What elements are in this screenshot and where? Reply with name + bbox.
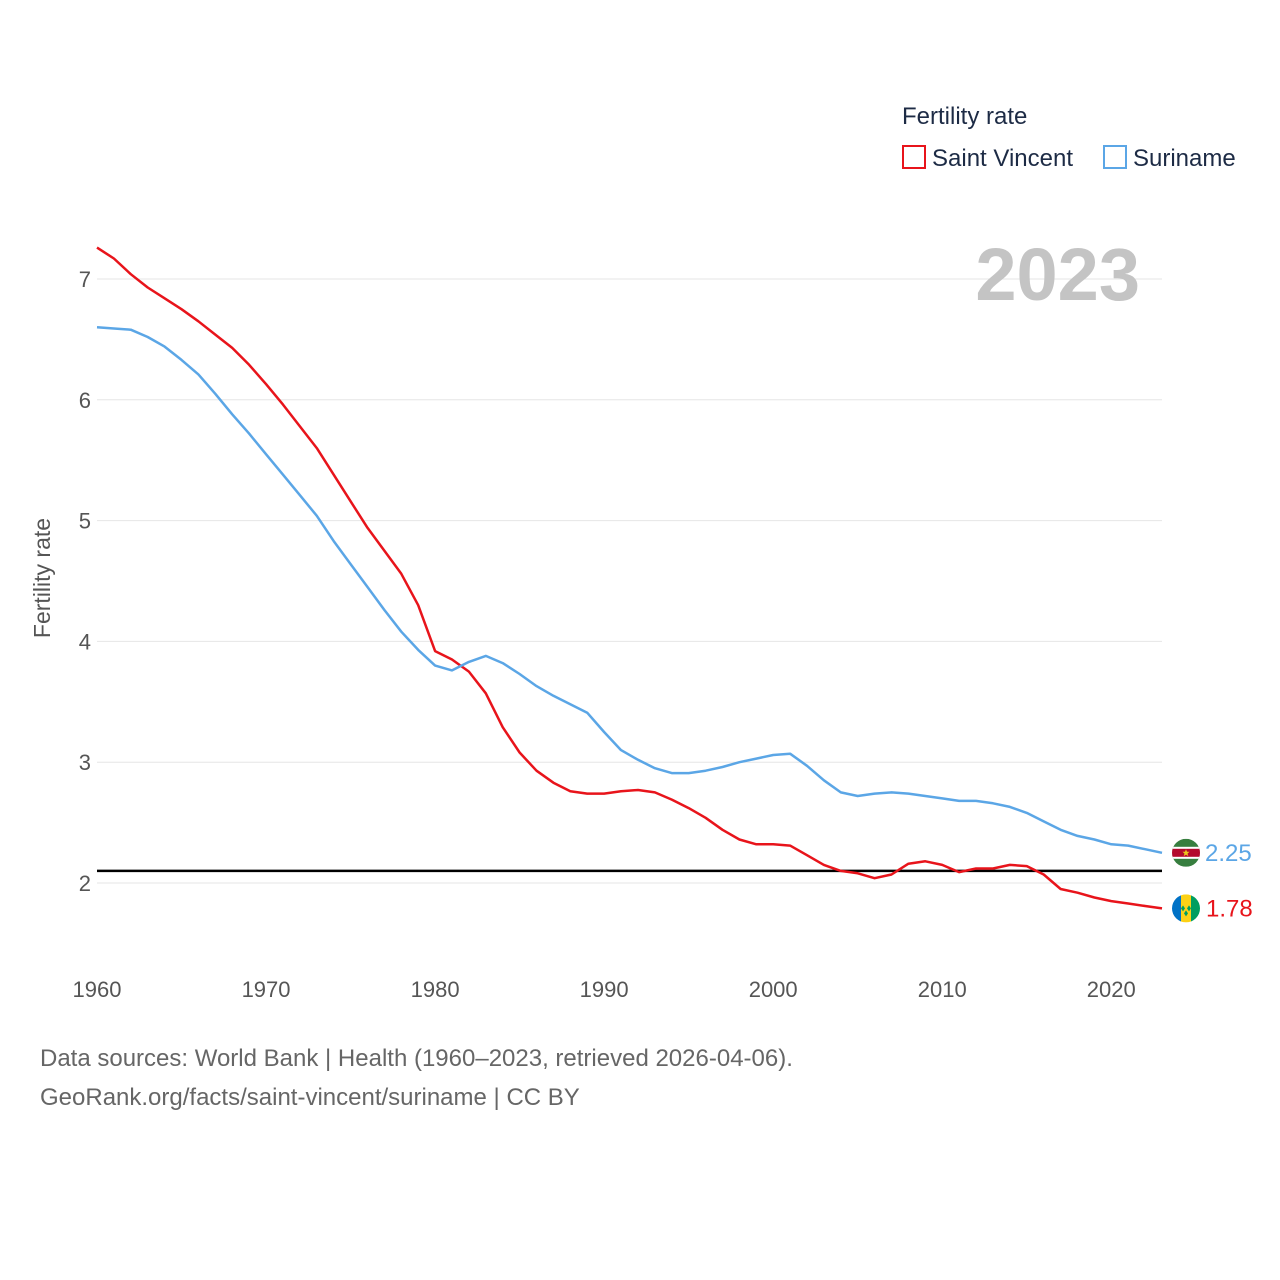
x-axis-ticks: 1960 1970 1980 1990 2000 2010 2020: [73, 977, 1136, 1002]
x-tick-label: 1990: [580, 977, 629, 1002]
x-tick-label: 1980: [411, 977, 460, 1002]
series-line-saint-vincent: [96, 246, 1163, 910]
x-tick-label: 1960: [73, 977, 122, 1002]
y-axis-ticks: 2 3 4 5 6 7: [79, 267, 91, 896]
footer-attribution[interactable]: GeoRank.org/facts/saint-vincent/suriname…: [40, 1084, 580, 1111]
legend-swatch-suriname[interactable]: [1103, 145, 1127, 169]
grid-lines: [97, 278, 1162, 884]
x-tick-label: 2010: [918, 977, 967, 1002]
series-line-suriname: [96, 326, 1163, 855]
y-tick-label: 6: [79, 388, 91, 413]
legend-swatch-saint-vincent[interactable]: [902, 145, 926, 169]
y-tick-label: 3: [79, 750, 91, 775]
y-tick-label: 2: [79, 871, 91, 896]
legend-label-suriname[interactable]: Suriname: [1133, 145, 1236, 172]
saint-vincent-flag-icon: [1172, 894, 1200, 923]
y-tick-label: 4: [79, 629, 91, 654]
y-tick-label: 7: [79, 267, 91, 292]
x-tick-label: 1970: [242, 977, 291, 1002]
legend-label-saint-vincent[interactable]: Saint Vincent: [932, 145, 1073, 172]
x-tick-label: 2000: [749, 977, 798, 1002]
footer-sources: Data sources: World Bank | Health (1960–…: [40, 1045, 793, 1072]
x-tick-label: 2020: [1087, 977, 1136, 1002]
legend: Fertility rate Saint Vincent Suriname: [902, 103, 1236, 172]
end-label-saint-vincent: 1.78: [1206, 895, 1253, 922]
suriname-flag-icon: [1172, 838, 1200, 867]
end-label-suriname: 2.25: [1205, 840, 1252, 867]
y-tick-label: 5: [79, 509, 91, 534]
y-axis-label: Fertility rate: [29, 518, 55, 638]
legend-title: Fertility rate: [902, 103, 1027, 130]
year-label: 2023: [975, 233, 1140, 316]
